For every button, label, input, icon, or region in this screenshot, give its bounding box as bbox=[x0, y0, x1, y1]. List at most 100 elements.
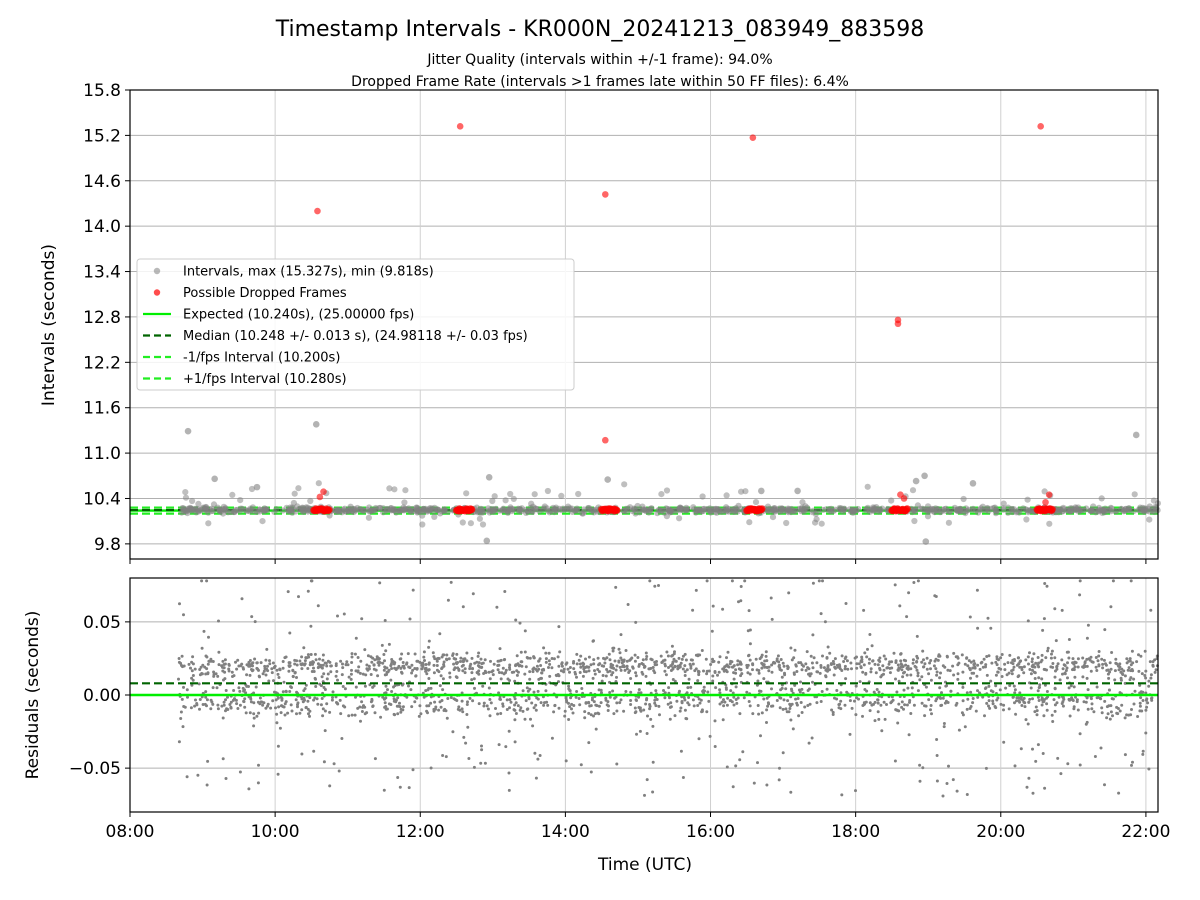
residual-point bbox=[539, 664, 543, 667]
residual-point bbox=[429, 686, 433, 690]
interval-point bbox=[683, 507, 690, 514]
residual-point bbox=[716, 673, 719, 677]
residual-point bbox=[255, 661, 259, 665]
interval-point bbox=[928, 505, 935, 512]
residual-point bbox=[1023, 701, 1027, 705]
residual-point bbox=[589, 770, 593, 774]
residual-point bbox=[341, 666, 345, 670]
interval-point bbox=[434, 506, 441, 513]
residual-point bbox=[635, 732, 638, 736]
residual-point bbox=[250, 668, 253, 671]
residual-point bbox=[821, 654, 824, 658]
residual-point bbox=[356, 656, 360, 659]
residual-point bbox=[1017, 699, 1021, 703]
residual-point bbox=[1040, 703, 1044, 707]
residual-point bbox=[675, 699, 679, 703]
residual-point bbox=[667, 666, 670, 669]
residual-point bbox=[1066, 661, 1069, 665]
residual-point bbox=[1092, 710, 1096, 714]
residual-point bbox=[1012, 665, 1016, 669]
residual-point bbox=[896, 668, 900, 672]
legend-marker bbox=[153, 289, 161, 296]
residual-point bbox=[1054, 639, 1058, 643]
residual-point bbox=[380, 643, 384, 647]
residual-point bbox=[999, 656, 1003, 660]
residual-point bbox=[488, 677, 492, 681]
residual-point bbox=[507, 771, 511, 775]
residual-point bbox=[547, 666, 550, 669]
residual-point bbox=[326, 659, 330, 663]
residual-point bbox=[1129, 676, 1133, 680]
bottom-xtick-label: 16:00 bbox=[686, 822, 735, 842]
residual-point bbox=[542, 668, 546, 672]
residual-point bbox=[777, 663, 781, 667]
residual-point bbox=[1055, 701, 1059, 705]
residual-point bbox=[608, 691, 612, 694]
residual-point bbox=[781, 751, 785, 755]
residual-point bbox=[651, 724, 655, 728]
residual-point bbox=[424, 669, 428, 673]
residual-point bbox=[466, 725, 470, 729]
residual-point bbox=[965, 793, 969, 796]
residual-point bbox=[756, 761, 759, 765]
residual-point bbox=[526, 689, 530, 693]
residual-point bbox=[673, 714, 677, 718]
residual-point bbox=[425, 704, 429, 708]
residual-point bbox=[567, 684, 571, 688]
residual-point bbox=[513, 703, 517, 707]
residual-point bbox=[727, 665, 731, 669]
residual-point bbox=[306, 653, 310, 657]
residual-point bbox=[377, 660, 381, 664]
residual-point bbox=[655, 698, 659, 701]
residual-point bbox=[713, 670, 717, 673]
bottom-ytick-label: −0.05 bbox=[69, 759, 121, 779]
residual-point bbox=[893, 583, 897, 587]
residual-point bbox=[247, 787, 251, 791]
residual-point bbox=[514, 618, 518, 622]
residual-point bbox=[496, 712, 500, 716]
residual-point bbox=[221, 669, 225, 673]
residual-point bbox=[1067, 638, 1071, 641]
residual-point bbox=[180, 654, 184, 658]
residual-point bbox=[411, 668, 415, 672]
residual-point bbox=[1040, 677, 1044, 681]
residual-point bbox=[1086, 688, 1090, 692]
residual-point bbox=[284, 690, 288, 694]
residual-point bbox=[824, 668, 828, 672]
residual-point bbox=[637, 688, 641, 692]
residual-point bbox=[205, 655, 209, 659]
residual-point bbox=[463, 667, 467, 671]
residual-point bbox=[179, 717, 183, 720]
residual-point bbox=[850, 667, 853, 671]
residual-point bbox=[1013, 688, 1017, 692]
residual-point bbox=[936, 658, 940, 662]
residual-point bbox=[839, 699, 843, 703]
residual-point bbox=[439, 705, 443, 709]
residual-point bbox=[697, 737, 701, 741]
residual-point bbox=[748, 628, 752, 632]
residual-point bbox=[240, 597, 244, 601]
interval-point bbox=[444, 508, 452, 515]
residual-point bbox=[855, 666, 859, 670]
residual-point bbox=[553, 704, 557, 708]
residual-point bbox=[738, 662, 742, 666]
residual-point bbox=[556, 655, 560, 659]
residual-point bbox=[894, 677, 897, 681]
residual-point bbox=[343, 687, 347, 691]
residual-point bbox=[619, 668, 623, 672]
residual-point bbox=[961, 699, 965, 703]
residual-point bbox=[528, 670, 532, 674]
residual-point bbox=[1020, 704, 1024, 707]
residual-point bbox=[503, 590, 507, 593]
residual-point bbox=[828, 651, 832, 655]
residual-point bbox=[490, 670, 494, 674]
residual-point bbox=[504, 745, 508, 749]
residual-point bbox=[599, 688, 603, 692]
residual-point bbox=[1062, 663, 1066, 667]
residual-point bbox=[370, 660, 374, 664]
residual-point bbox=[891, 698, 895, 702]
residual-point bbox=[1103, 783, 1106, 787]
top-ytick-label: 14.0 bbox=[83, 217, 121, 237]
